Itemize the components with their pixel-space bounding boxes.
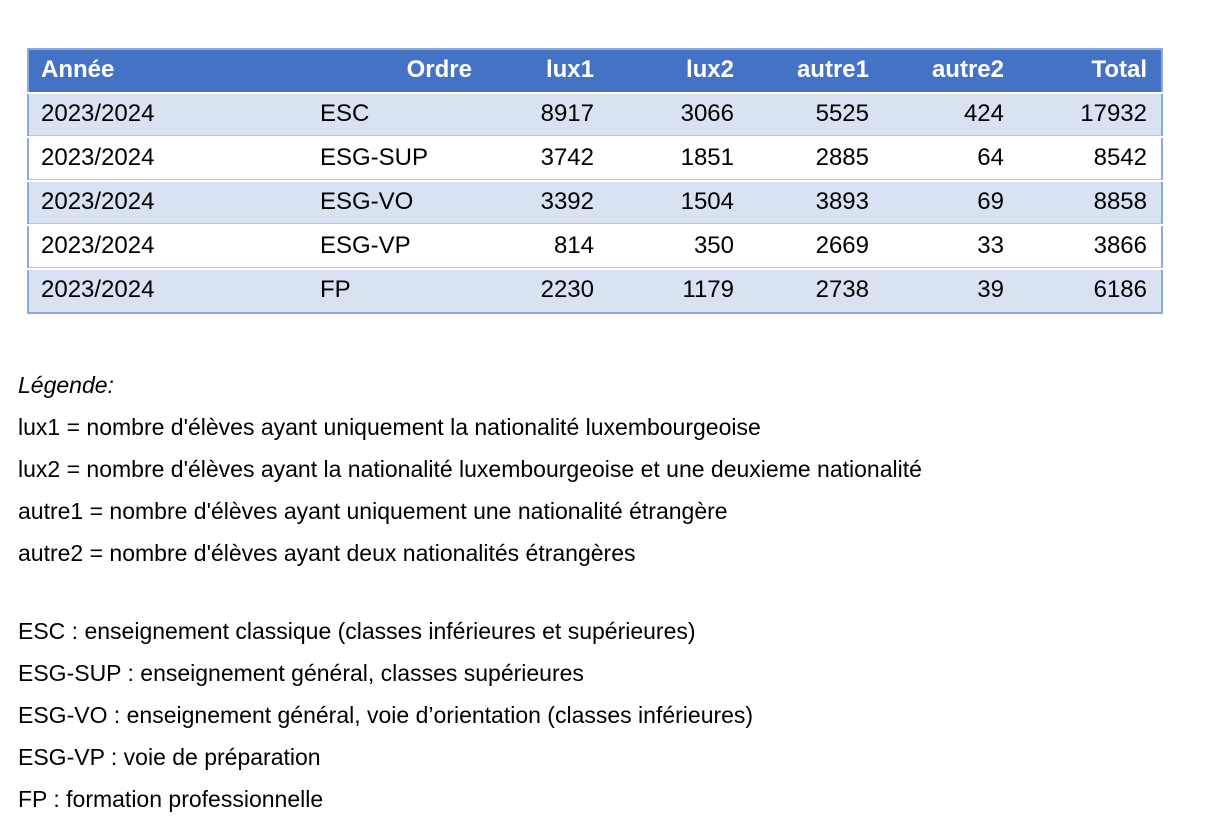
table-row-fp: 2023/2024 FP 2230 1179 2738 39 6186 — [28, 269, 1162, 313]
legend-line-esg-vp: ESG-VP : voie de préparation — [18, 744, 321, 770]
cell-autre2: 64 — [883, 137, 1018, 182]
cell-autre1: 2669 — [748, 225, 883, 270]
legend-line-esg-vo: ESG-VO : enseignement général, voie d’or… — [18, 702, 754, 728]
cell-total: 6186 — [1018, 269, 1162, 313]
cell-lux2: 1179 — [608, 269, 748, 313]
cell-total: 17932 — [1018, 93, 1162, 138]
legend-line-fp: FP : formation professionnelle — [18, 786, 324, 812]
column-header-total: Total — [1018, 49, 1162, 94]
cell-annee: 2023/2024 — [28, 269, 308, 313]
legend-line-autre1: autre1 = nombre d'élèves ayant uniquemen… — [18, 498, 728, 524]
legend-line-autre2: autre2 = nombre d'élèves ayant deux nati… — [18, 540, 636, 566]
enrollment-by-order-table: Année Ordre lux1 lux2 autre1 autre2 Tota… — [27, 48, 1163, 314]
column-header-lux2: lux2 — [608, 49, 748, 94]
cell-total: 8858 — [1018, 181, 1162, 226]
column-header-autre2: autre2 — [883, 49, 1018, 94]
legend-line-lux2: lux2 = nombre d'élèves ayant la national… — [18, 456, 922, 482]
cell-ordre: ESG-SUP — [308, 137, 486, 182]
cell-autre1: 2738 — [748, 269, 883, 313]
cell-lux1: 814 — [486, 225, 608, 270]
cell-annee: 2023/2024 — [28, 225, 308, 270]
cell-autre2: 69 — [883, 181, 1018, 226]
cell-lux2: 1851 — [608, 137, 748, 182]
legend-column-definitions: lux1 = nombre d'élèves ayant uniquement … — [18, 406, 1224, 574]
cell-lux1: 3392 — [486, 181, 608, 226]
column-header-ordre: Ordre — [308, 49, 486, 94]
legend-line-esc: ESC : enseignement classique (classes in… — [18, 618, 696, 644]
legend-line-lux1: lux1 = nombre d'élèves ayant uniquement … — [18, 414, 761, 440]
cell-autre1: 3893 — [748, 181, 883, 226]
cell-ordre: ESC — [308, 93, 486, 138]
column-header-annee: Année — [28, 49, 308, 94]
table-header-row: Année Ordre lux1 lux2 autre1 autre2 Tota… — [28, 49, 1162, 94]
cell-autre1: 5525 — [748, 93, 883, 138]
column-header-autre1: autre1 — [748, 49, 883, 94]
table-row-esg-vo: 2023/2024 ESG-VO 3392 1504 3893 69 8858 — [28, 181, 1162, 226]
legend-line-esg-sup: ESG-SUP : enseignement général, classes … — [18, 660, 584, 686]
table-row-esg-vp: 2023/2024 ESG-VP 814 350 2669 33 3866 — [28, 225, 1162, 270]
legend-section: Légende: lux1 = nombre d'élèves ayant un… — [18, 364, 1224, 820]
legend-title: Légende: — [18, 372, 114, 398]
cell-lux2: 350 — [608, 225, 748, 270]
table-row-esc: 2023/2024 ESC 8917 3066 5525 424 17932 — [28, 93, 1162, 138]
cell-autre2: 33 — [883, 225, 1018, 270]
cell-lux2: 1504 — [608, 181, 748, 226]
cell-lux2: 3066 — [608, 93, 748, 138]
cell-autre2: 424 — [883, 93, 1018, 138]
cell-annee: 2023/2024 — [28, 137, 308, 182]
cell-autre2: 39 — [883, 269, 1018, 313]
column-header-lux1: lux1 — [486, 49, 608, 94]
cell-ordre: FP — [308, 269, 486, 313]
cell-ordre: ESG-VO — [308, 181, 486, 226]
cell-lux1: 2230 — [486, 269, 608, 313]
cell-annee: 2023/2024 — [28, 181, 308, 226]
legend-order-definitions: ESC : enseignement classique (classes in… — [18, 610, 1224, 820]
cell-lux1: 8917 — [486, 93, 608, 138]
cell-lux1: 3742 — [486, 137, 608, 182]
cell-annee: 2023/2024 — [28, 93, 308, 138]
cell-total: 3866 — [1018, 225, 1162, 270]
table-row-esg-sup: 2023/2024 ESG-SUP 3742 1851 2885 64 8542 — [28, 137, 1162, 182]
cell-total: 8542 — [1018, 137, 1162, 182]
cell-autre1: 2885 — [748, 137, 883, 182]
cell-ordre: ESG-VP — [308, 225, 486, 270]
